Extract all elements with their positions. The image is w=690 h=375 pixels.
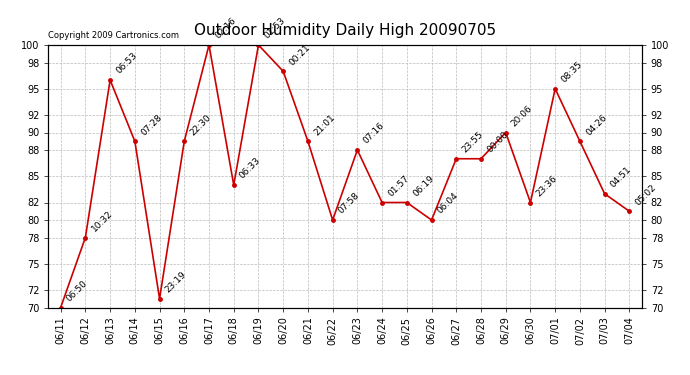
Text: 01:57: 01:57 xyxy=(386,174,411,198)
Text: 06:19: 06:19 xyxy=(411,174,435,198)
Text: 06:33: 06:33 xyxy=(238,156,263,181)
Text: 10:32: 10:32 xyxy=(90,209,114,233)
Text: 05:02: 05:02 xyxy=(633,183,658,207)
Text: 00:00: 00:00 xyxy=(485,130,510,154)
Text: 06:50: 06:50 xyxy=(65,279,90,303)
Text: 08:35: 08:35 xyxy=(560,60,584,85)
Text: 22:30: 22:30 xyxy=(188,112,213,137)
Text: 07:58: 07:58 xyxy=(337,191,362,216)
Text: 23:19: 23:19 xyxy=(164,270,188,295)
Text: 04:26: 04:26 xyxy=(584,112,609,137)
Text: 23:36: 23:36 xyxy=(535,174,559,198)
Text: Outdoor Humidity Daily High 20090705: Outdoor Humidity Daily High 20090705 xyxy=(194,22,496,38)
Text: Copyright 2009 Cartronics.com: Copyright 2009 Cartronics.com xyxy=(48,31,179,40)
Text: 21:01: 21:01 xyxy=(312,112,337,137)
Text: 23:55: 23:55 xyxy=(460,130,485,154)
Text: 02:16: 02:16 xyxy=(213,16,238,41)
Text: 06:04: 06:04 xyxy=(435,191,460,216)
Text: 07:16: 07:16 xyxy=(362,121,386,146)
Text: 07:28: 07:28 xyxy=(139,112,164,137)
Text: 06:53: 06:53 xyxy=(115,51,139,76)
Text: 20:06: 20:06 xyxy=(510,104,535,128)
Text: 04:51: 04:51 xyxy=(609,165,633,190)
Text: 00:21: 00:21 xyxy=(287,42,312,67)
Text: 01:53: 01:53 xyxy=(263,16,287,41)
